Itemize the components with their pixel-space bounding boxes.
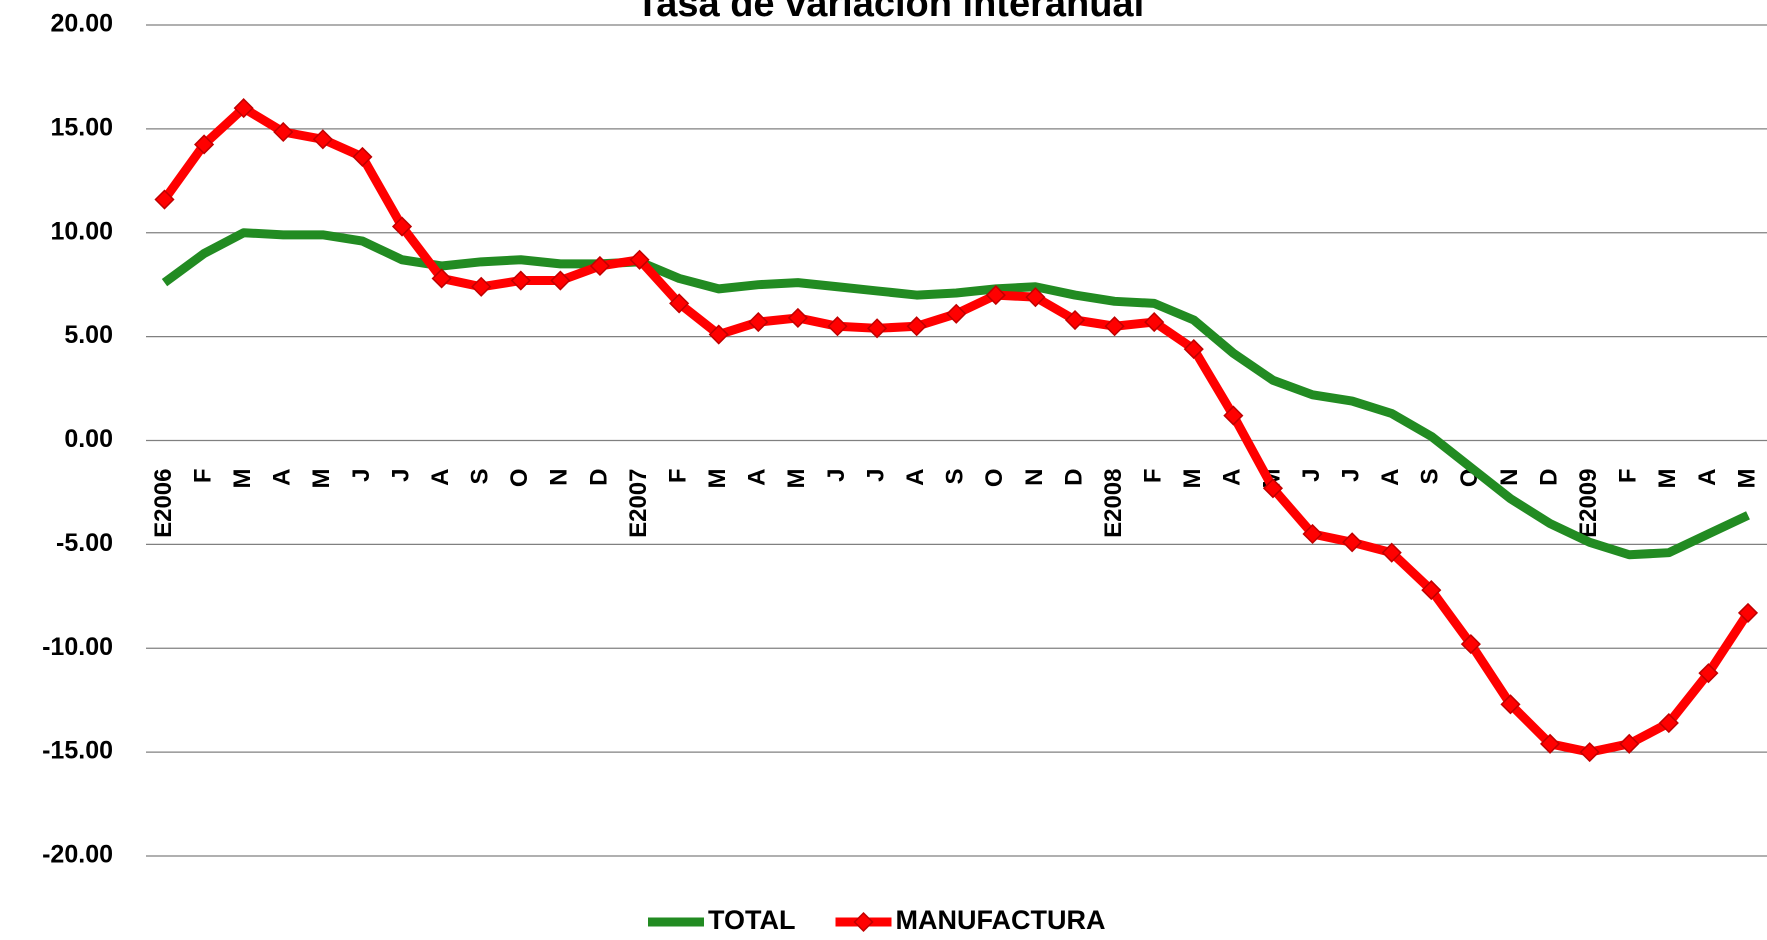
x-tick-label: A (269, 469, 296, 486)
x-tick-label: J (823, 469, 850, 482)
marker (946, 303, 967, 324)
marker (312, 129, 333, 150)
x-tick-label: N (1496, 469, 1523, 486)
marker (1539, 733, 1561, 754)
x-tick-label: J (862, 469, 889, 482)
marker (787, 307, 808, 328)
x-tick-label: M (1654, 469, 1681, 489)
x-tick-label: E2009 (1575, 469, 1602, 538)
marker (1658, 712, 1679, 734)
marker (985, 285, 1006, 306)
x-tick-label: D (1060, 469, 1087, 486)
x-tick-label: A (1377, 469, 1404, 486)
marker (867, 318, 888, 339)
marker (1698, 663, 1719, 684)
marker (550, 270, 571, 291)
marker (669, 293, 690, 314)
x-tick-label: F (1615, 469, 1642, 484)
y-tick-label: 20.00 (50, 10, 113, 38)
x-tick-label: S (942, 469, 969, 485)
x-tick-label: F (189, 469, 216, 484)
x-tick-label: S (1417, 469, 1444, 485)
x-tick-label: J (348, 469, 375, 482)
marker (1144, 312, 1165, 333)
chart-title: Tasa de variación interanual (636, 0, 1144, 25)
x-tick-label: N (1021, 469, 1048, 486)
series-line (161, 228, 1750, 560)
marker (1579, 742, 1600, 763)
x-tick-label: A (427, 469, 454, 486)
y-tick-label: 10.00 (50, 217, 113, 245)
x-tick-label: A (1219, 469, 1246, 486)
y-tick-label: 5.00 (64, 321, 113, 349)
x-tick-label: M (1179, 469, 1206, 489)
x-tick-label: A (744, 469, 771, 486)
x-tick-label: S (467, 469, 494, 485)
x-tick-label: A (902, 469, 929, 486)
marker (827, 316, 848, 337)
y-tick-label: 15.00 (50, 113, 113, 141)
x-tick-label: D (1535, 469, 1562, 486)
x-tick-label: E2007 (625, 469, 652, 538)
marker (1223, 405, 1244, 426)
marker (629, 249, 650, 270)
marker (233, 98, 254, 119)
marker (1064, 309, 1086, 331)
x-tick-label: M (704, 469, 731, 489)
marker (391, 216, 413, 237)
y-tick-label: 0.00 (64, 425, 113, 453)
marker (273, 121, 294, 143)
x-tick-label: J (1337, 469, 1364, 482)
y-tick-label: -10.00 (42, 633, 113, 661)
marker (748, 312, 769, 333)
x-tick-label: J (387, 469, 414, 482)
marker (1619, 733, 1640, 754)
marker (708, 324, 729, 345)
x-tick-label: O (506, 469, 533, 488)
x-tick-label: D (585, 469, 612, 486)
marker (1421, 580, 1442, 601)
marker (589, 255, 611, 277)
marker (1342, 532, 1363, 553)
marker (1104, 316, 1125, 337)
x-tick-label: M (308, 469, 335, 489)
x-tick-label: E2008 (1100, 469, 1127, 538)
marker (352, 146, 373, 167)
marker (194, 134, 215, 155)
y-tick-label: -5.00 (56, 529, 113, 557)
marker (1183, 339, 1204, 360)
x-tick-label: M (1733, 469, 1760, 489)
marker (906, 316, 927, 337)
marker (431, 268, 452, 289)
x-tick-label: M (783, 469, 810, 489)
legend-label: MANUFACTURA (896, 905, 1106, 935)
x-tick-label: F (1140, 469, 1167, 484)
legend-label: TOTAL (708, 905, 796, 935)
x-tick-label: M (229, 469, 256, 489)
marker (1262, 478, 1284, 499)
x-tick-label: J (1298, 469, 1325, 482)
x-tick-label: E2006 (150, 469, 177, 538)
y-tick-label: -20.00 (42, 841, 113, 869)
marker (1025, 287, 1046, 308)
marker (154, 189, 175, 210)
x-tick-label: A (1694, 469, 1721, 486)
marker (510, 270, 531, 291)
x-tick-label: F (664, 469, 691, 484)
marker (1460, 634, 1481, 655)
series-line (160, 103, 1752, 757)
x-tick-label: N (546, 469, 573, 486)
legend-marker (853, 911, 874, 933)
marker (1302, 523, 1323, 545)
marker (1500, 694, 1521, 715)
marker (471, 276, 492, 297)
marker (1381, 542, 1402, 563)
y-tick-label: -15.00 (42, 737, 113, 765)
marker (1737, 602, 1759, 623)
x-tick-label: O (981, 469, 1008, 488)
